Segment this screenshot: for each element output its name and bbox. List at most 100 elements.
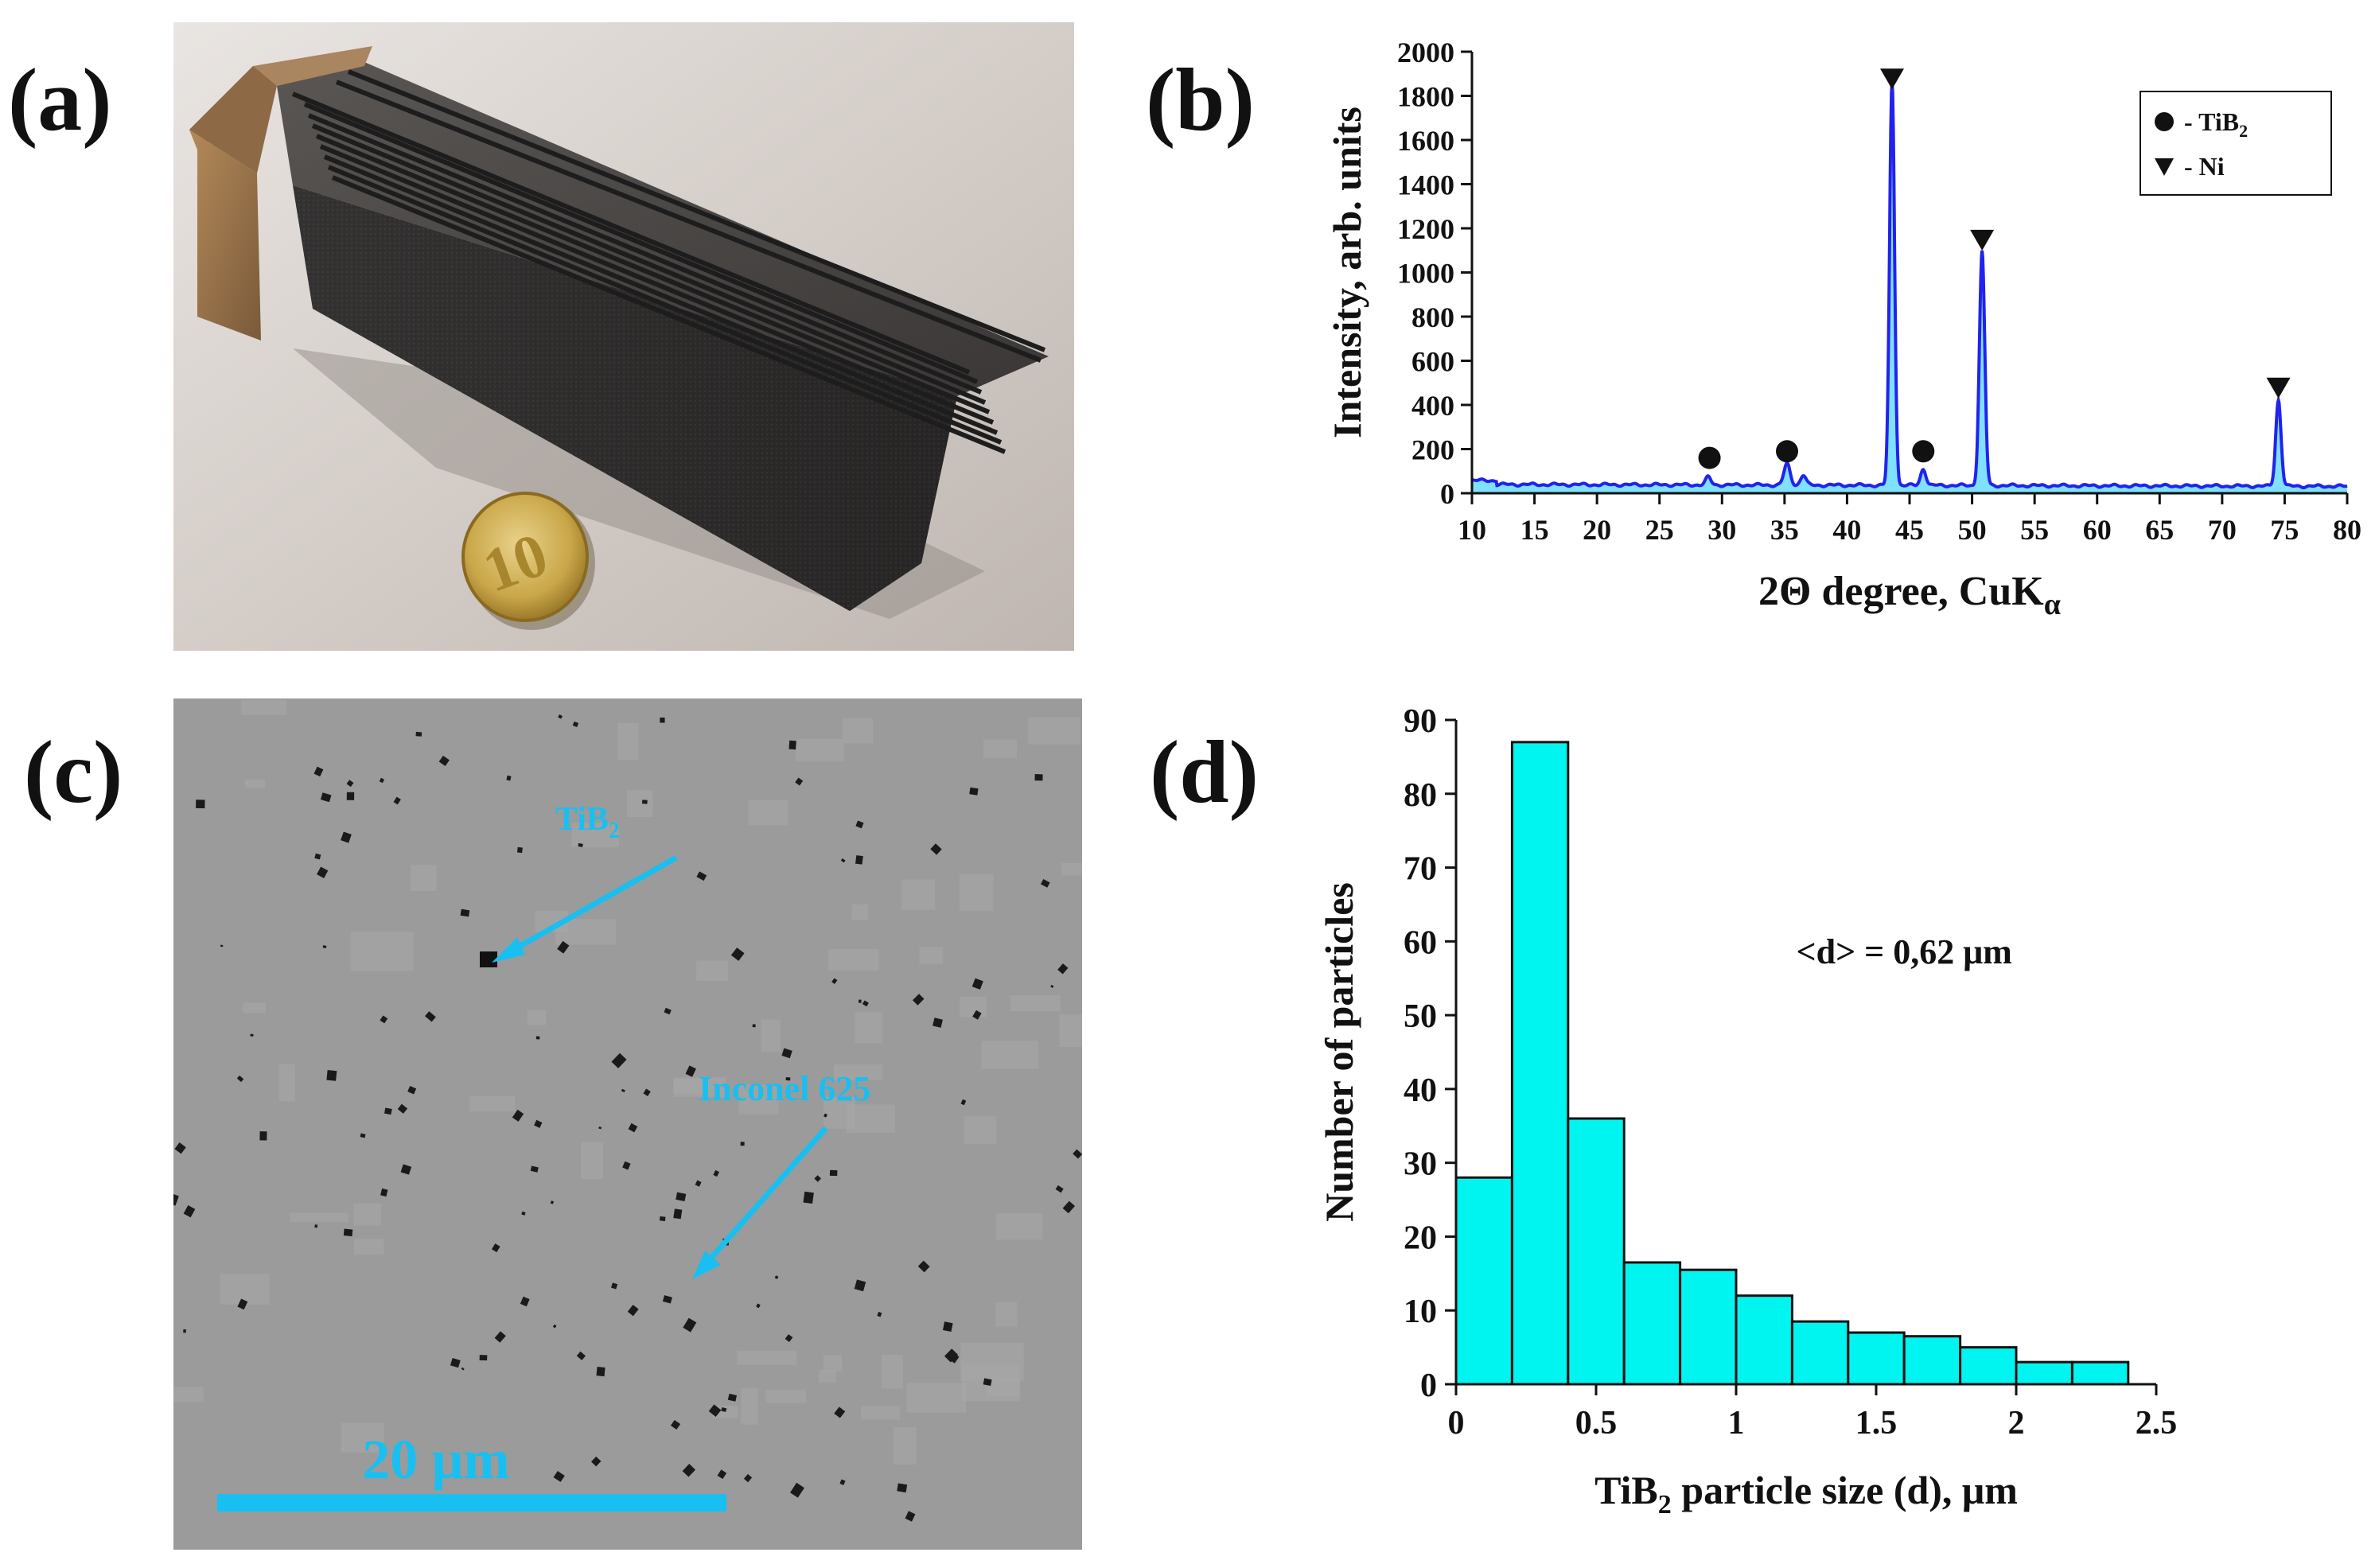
- hist-x-tick-label: 1: [1728, 1405, 1745, 1442]
- sem-particle: [598, 1126, 602, 1130]
- sem-particle: [641, 800, 648, 804]
- sem-particle: [341, 831, 352, 843]
- xrd-x-tick-label: 25: [1645, 514, 1674, 546]
- hist-y-tick-label: 50: [1404, 998, 1437, 1035]
- sem-particle: [380, 1188, 388, 1197]
- sem-particle: [834, 1407, 846, 1418]
- sem-particle: [237, 1298, 248, 1310]
- sem-grain-patch: [846, 1104, 895, 1133]
- sem-particle: [530, 1165, 539, 1173]
- sem-particle: [855, 855, 863, 865]
- hist-y-tick-label: 30: [1404, 1146, 1437, 1183]
- xrd-x-tick-label: 80: [2333, 514, 2361, 546]
- sample-photo-illustration: 10: [173, 22, 1074, 651]
- sem-particle: [259, 1131, 267, 1141]
- panel-c-sem-image: TiB2 Inconel 625 20 μm: [173, 698, 1082, 1550]
- xrd-marker-ni: [2266, 377, 2291, 399]
- sem-particle: [858, 999, 862, 1003]
- sem-grain-patch: [626, 789, 653, 817]
- scale-bar: [217, 1494, 726, 1512]
- sem-grain-patch: [748, 800, 788, 826]
- sem-grain-patch: [673, 1077, 726, 1097]
- sem-particle: [346, 780, 354, 788]
- xrd-x-axis-label: 2Θ degree, CuKα: [1758, 569, 2061, 621]
- hist-x-tick-label: 0.5: [1575, 1405, 1618, 1442]
- sem-particle: [415, 731, 422, 737]
- histogram-bar: [1622, 1261, 1682, 1386]
- sem-particle: [450, 1357, 461, 1368]
- sem-particle: [494, 1331, 506, 1343]
- sem-particle: [730, 947, 745, 961]
- sem-particle: [752, 1024, 756, 1028]
- hist-y-tick-label: 80: [1404, 777, 1437, 814]
- histogram-bar: [1902, 1335, 1962, 1386]
- sem-grain-patch: [964, 1116, 997, 1145]
- sem-particle: [611, 1052, 627, 1068]
- sem-particle: [1062, 1200, 1075, 1214]
- legend-triangle-marker: [2155, 158, 2174, 176]
- panel-label-d: (d): [1150, 723, 1259, 822]
- sem-grain-patch: [527, 1010, 547, 1025]
- hist-x-axis-label: TiB2 particle size (d), μm: [1594, 1468, 2018, 1519]
- sample-base-side: [189, 66, 277, 173]
- sem-particle: [774, 1275, 779, 1279]
- sem-grain-patch: [350, 932, 414, 971]
- histogram-bar: [1567, 1117, 1626, 1386]
- sem-grain-patch: [290, 1212, 349, 1223]
- sem-particle: [660, 717, 665, 723]
- sem-particle: [521, 1211, 526, 1216]
- sem-particle: [360, 1133, 366, 1138]
- hist-y-tick-label: 20: [1404, 1220, 1437, 1256]
- sem-particle: [673, 1208, 683, 1220]
- sem-particle: [196, 800, 205, 809]
- sample-layer-lines: [291, 69, 1046, 454]
- hist-y-tick-label: 70: [1404, 851, 1437, 888]
- inconel-arrow: [703, 1126, 828, 1267]
- sem-grain-patch: [278, 1064, 295, 1102]
- sem-grain-patch: [243, 1002, 267, 1014]
- hist-x-tick-label: 2.5: [2136, 1405, 2178, 1442]
- sem-particle: [708, 1404, 722, 1417]
- sem-particle: [788, 740, 796, 750]
- sem-particle: [983, 1378, 992, 1387]
- sem-particle: [905, 1511, 916, 1522]
- xrd-y-tick-label: 1400: [1397, 169, 1454, 201]
- histogram-chart: 0 10 20 30 40 50 60 70 80 90 0 0.5 1 1.5 2 2.5 Number of…: [1317, 703, 2178, 1519]
- sem-grain-patch: [860, 1406, 900, 1420]
- sem-particle: [322, 945, 327, 948]
- sem-grain-patch: [981, 1041, 1039, 1069]
- sem-particle: [313, 766, 324, 777]
- sem-particle: [676, 1192, 687, 1202]
- sem-grain-patch: [823, 1355, 843, 1372]
- sem-particle: [944, 1348, 959, 1363]
- sem-particle: [855, 820, 864, 829]
- sem-grain-patch: [995, 1301, 1018, 1327]
- sem-particle: [461, 1367, 465, 1371]
- histogram-bar: [1847, 1331, 1906, 1386]
- sem-particle: [785, 1334, 793, 1343]
- sem-grain-patch: [795, 738, 844, 762]
- sem-particle: [664, 1007, 672, 1015]
- sem-grain-patch: [842, 718, 873, 744]
- sem-particle: [314, 1224, 318, 1228]
- sem-particle: [969, 787, 979, 796]
- sem-grain-patch: [696, 960, 729, 982]
- sem-grain-patch: [741, 1387, 758, 1425]
- xrd-y-axis-label: Intensity, arb. units: [1325, 107, 1369, 438]
- xrd-y-tick-label: 1600: [1397, 125, 1454, 157]
- sem-grain-patch: [173, 1387, 204, 1402]
- hist-x-tick-label: 1.5: [1855, 1405, 1898, 1442]
- sem-particle: [930, 843, 942, 855]
- sem-particle: [854, 1279, 866, 1292]
- sem-grain-patch: [882, 1354, 903, 1389]
- sem-grain-patch: [919, 947, 943, 965]
- sem-background: [173, 698, 1082, 1550]
- sem-grain-patch: [1061, 862, 1082, 876]
- xrd-chart: 0 200 400 600 800 1000 1200 1400 1600 1800 2000 10 1…: [1325, 37, 2361, 621]
- panel-label-c: (c): [24, 723, 123, 822]
- sem-particle: [535, 1036, 540, 1040]
- sem-grain-patch: [738, 1084, 779, 1115]
- sem-particle: [173, 1193, 179, 1206]
- sem-particle: [696, 871, 707, 881]
- xrd-x-tick-label: 45: [1895, 514, 1924, 546]
